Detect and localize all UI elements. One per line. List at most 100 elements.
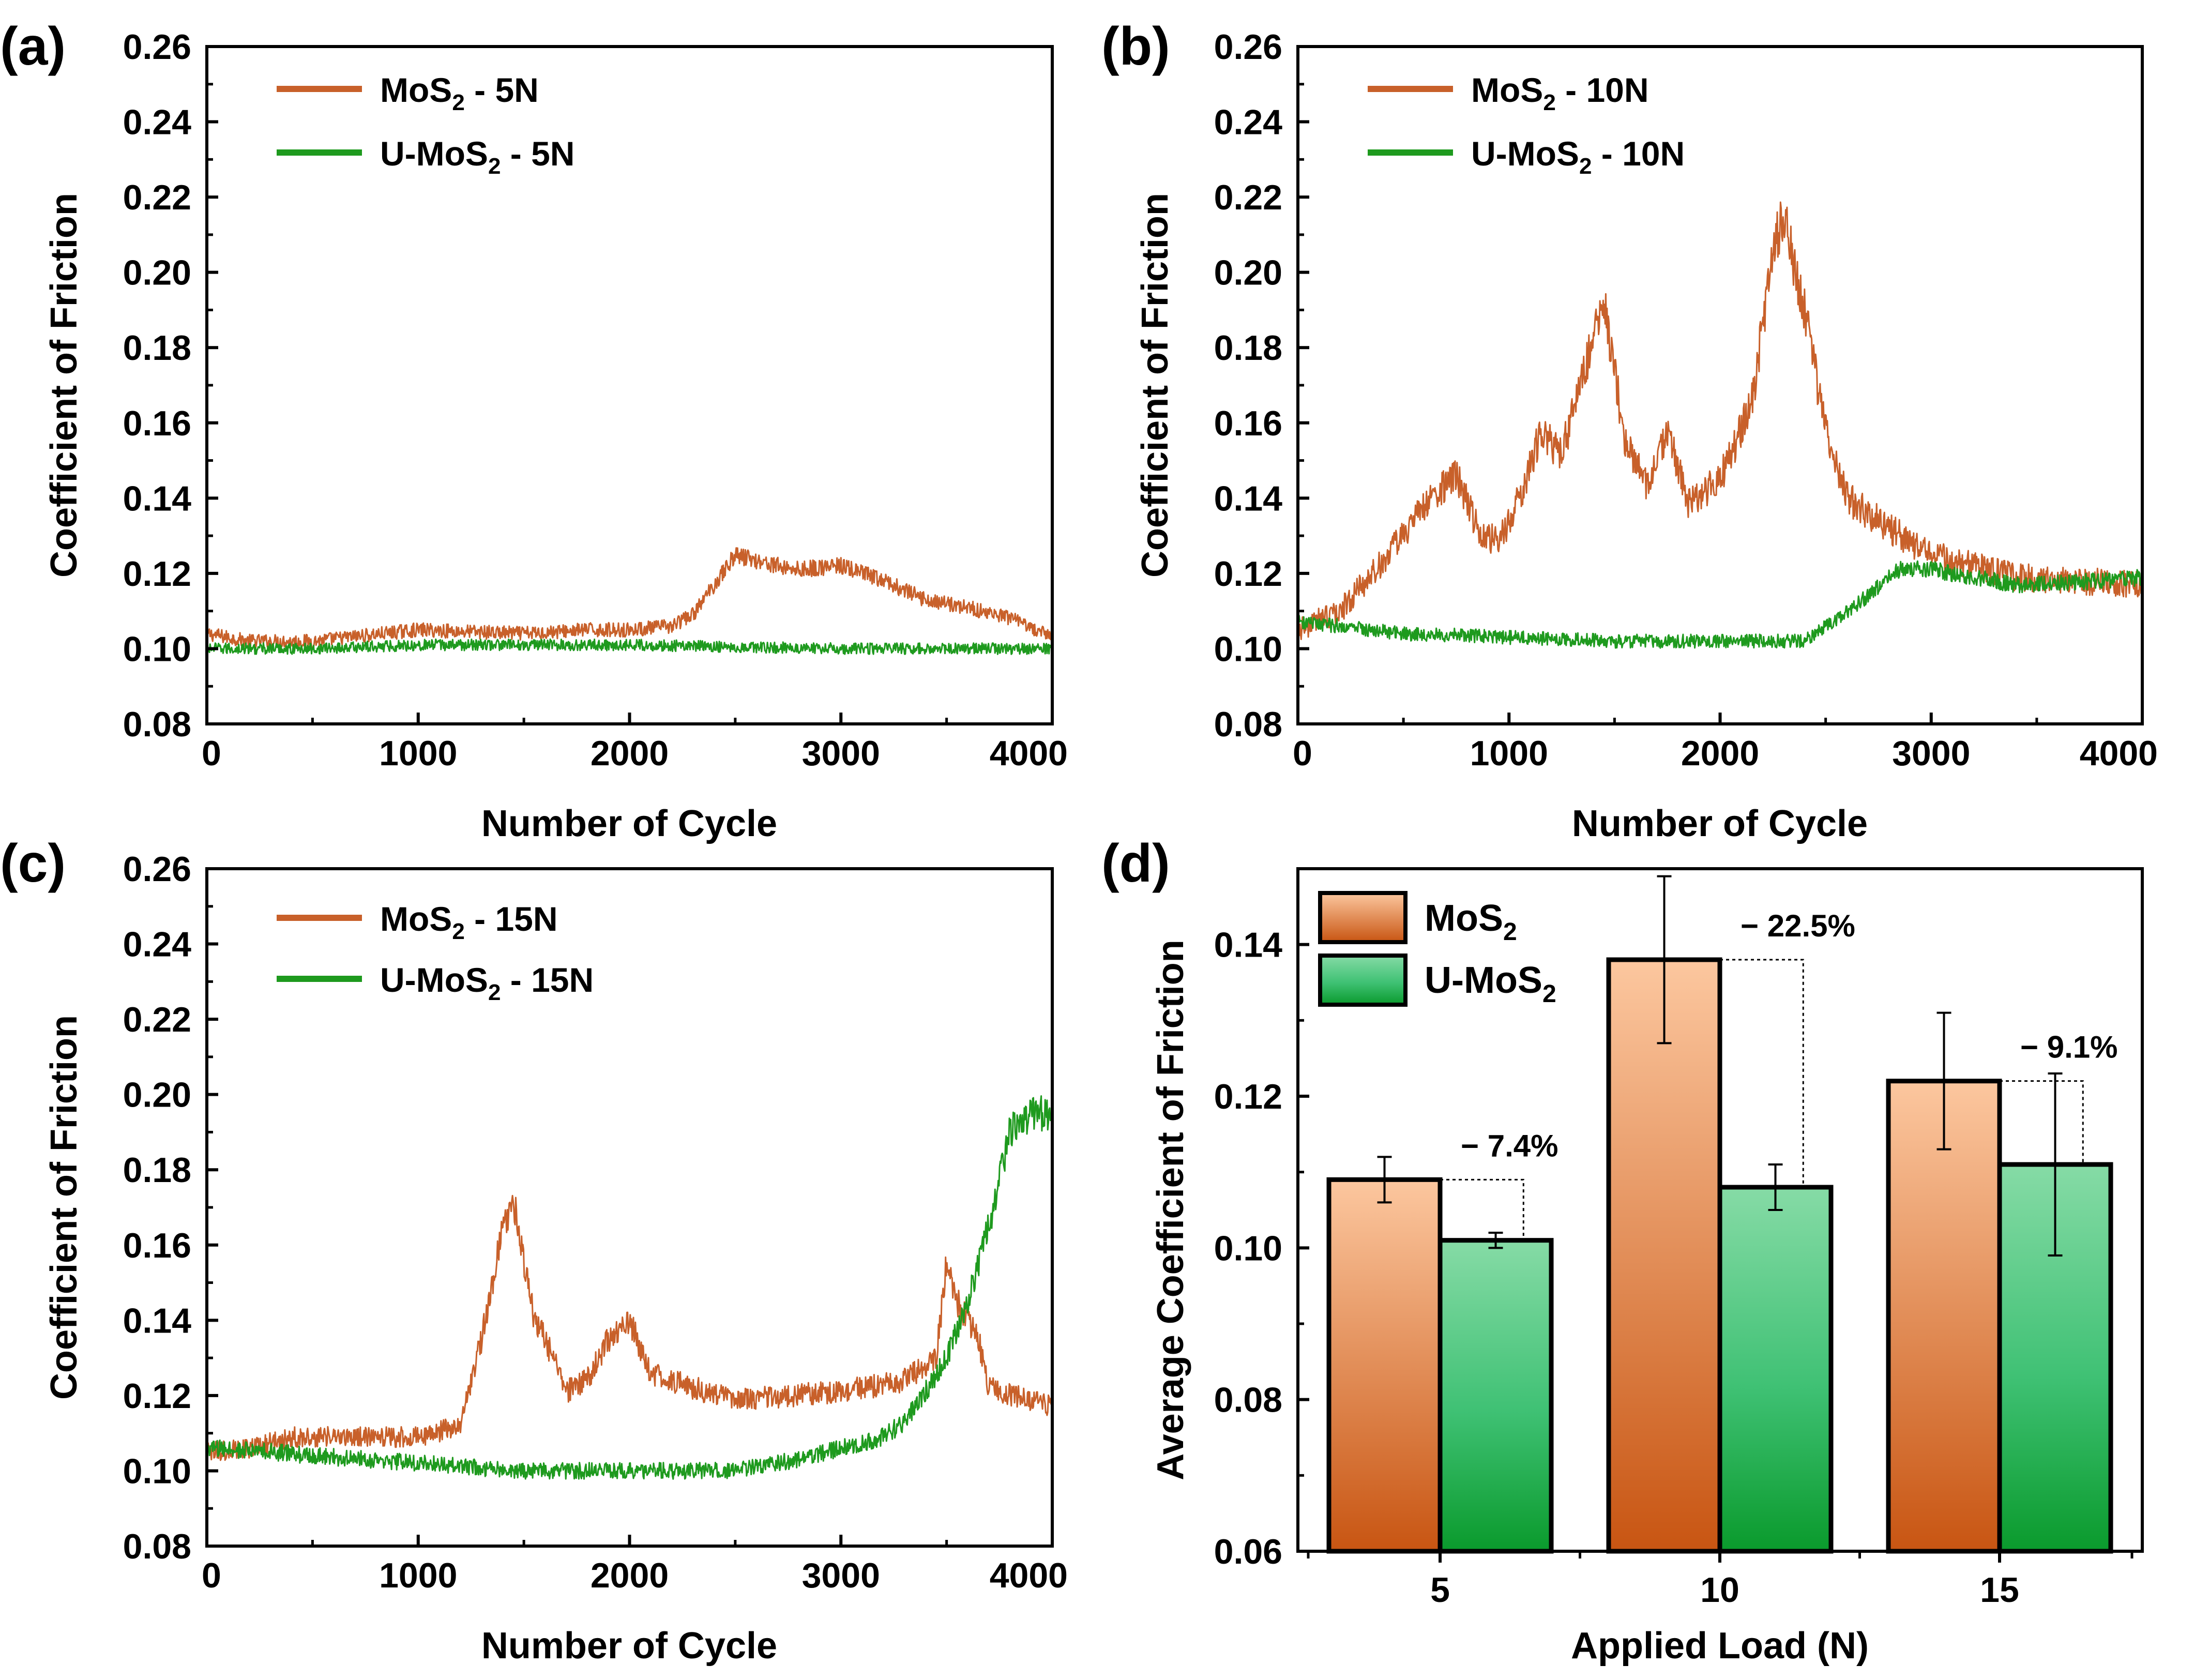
x-ticks-c: 0 1000 2000 3000 4000: [202, 1535, 1068, 1595]
y-ticks-b: 0.08 0.10 0.12 0.14 0.16 0.18 0.20 0.22 0.24 0.26: [1214, 27, 1309, 744]
reduction-bracket: [1440, 1178, 1524, 1240]
y-tick-label: 0.14: [1214, 479, 1283, 518]
y-tick-label: 0.10: [1214, 629, 1282, 669]
x-tick-label: 0: [202, 1556, 221, 1595]
x-tick-label: 4000: [2080, 734, 2158, 773]
x-axis-title-d: Applied Load (N): [1571, 1625, 1869, 1667]
legend-label-mos2-15n: MoS2 - 15N: [380, 900, 558, 944]
reduction-label: − 22.5%: [1741, 909, 1855, 943]
error-bar: [2048, 1072, 2063, 1257]
y-ticks-a: 0.08 0.10 0.12 0.14 0.16 0.18 0.20 0.22 0.24 0.26: [123, 27, 218, 744]
y-tick-label: 0.24: [1214, 103, 1283, 142]
bar-umos2-5: [1438, 1238, 1554, 1554]
y-ticks-d: 0.06 0.08 0.10 0.12 0.14: [1214, 867, 1309, 1571]
y-axis-title-b: Coefficient of Friction: [1134, 193, 1176, 578]
y-tick-label: 0.18: [123, 1151, 191, 1190]
y-tick-label: 0.08: [123, 705, 191, 744]
y-tick-label: 0.20: [1214, 253, 1282, 293]
y-tick-label: 0.12: [123, 1376, 191, 1416]
y-tick-label: 0.26: [123, 850, 191, 889]
series-line-umos2: [206, 1095, 1053, 1480]
bar-mos2-15: [1886, 1079, 2002, 1554]
legend-a: MoS2 - 5N U-MoS2 - 5N: [277, 71, 574, 179]
panel-b: (b) 0.08 0.10 0.12 0.14 0.16 0.18 0.20 0.22 0.24…: [1101, 17, 2158, 844]
legend-label-umos2-10n: U-MoS2 - 10N: [1471, 134, 1685, 179]
x-tick-label: 4000: [990, 1556, 1068, 1595]
x-ticks-d: 5 10 15: [1307, 1551, 2134, 1610]
legend-label-umos2: U-MoS2: [1425, 960, 1556, 1008]
y-tick-label: 0.22: [123, 178, 191, 217]
y-tick-label: 0.26: [123, 27, 191, 67]
legend-label-umos2-15n: U-MoS2 - 15N: [380, 961, 594, 1005]
series-line-mos2: [206, 1194, 1053, 1461]
y-tick-label: 0.16: [123, 1226, 191, 1265]
legend-label-mos2-10n: MoS2 - 10N: [1471, 71, 1649, 115]
x-tick-label: 1000: [379, 734, 457, 773]
y-tick-label: 0.16: [123, 404, 191, 443]
error-bar: [1768, 1163, 1783, 1211]
y-tick-label: 0.06: [1214, 1532, 1282, 1571]
panel-c: (c) 0.08 0.10 0.12 0.14 0.16 0.18 0.20 0.22 0.24…: [0, 834, 1068, 1667]
error-bar: [1657, 875, 1672, 1045]
x-tick-label: 15: [1980, 1570, 2019, 1610]
y-tick-label: 0.24: [123, 925, 192, 964]
panel-d: (d) − 7.4% − 22.5% − 9.1% 0.06 0.08 0.10 0.12…: [1101, 834, 2144, 1667]
panel-label-b: (b): [1101, 17, 1170, 77]
legend-b: MoS2 - 10N U-MoS2 - 10N: [1368, 71, 1685, 179]
y-ticks-c: 0.08 0.10 0.12 0.14 0.16 0.18 0.20 0.22 0.24 0.26: [123, 850, 218, 1566]
panel-label-c: (c): [0, 834, 66, 894]
reduction-label: − 7.4%: [1461, 1128, 1558, 1163]
x-ticks-a: 0 1000 2000 3000 4000: [202, 713, 1068, 773]
panel-label-a: (a): [0, 17, 66, 77]
y-tick-label: 0.14: [123, 1301, 192, 1340]
bars-d: − 7.4% − 22.5% − 9.1%: [1326, 875, 2117, 1554]
x-tick-label: 0: [202, 734, 221, 773]
x-axis-title-c: Number of Cycle: [481, 1625, 777, 1667]
plot-frame-a: [205, 45, 1054, 725]
y-axis-title-a: Coefficient of Friction: [43, 193, 85, 578]
bar-mos2-10: [1606, 957, 1722, 1554]
legend-c: MoS2 - 15N U-MoS2 - 15N: [277, 900, 594, 1005]
plot-frame-b: [1296, 45, 2144, 725]
legend-label-mos2-5n: MoS2 - 5N: [380, 71, 539, 115]
x-axis-title-b: Number of Cycle: [1572, 803, 1868, 844]
legend-d: MoS2 U-MoS2: [1318, 891, 1556, 1008]
x-tick-label: 4000: [990, 734, 1068, 773]
error-bar: [1377, 1156, 1392, 1204]
y-tick-label: 0.24: [123, 103, 192, 142]
y-tick-label: 0.10: [123, 1451, 191, 1491]
y-tick-label: 0.18: [1214, 328, 1282, 368]
y-tick-label: 0.12: [123, 554, 191, 594]
y-axis-title-c: Coefficient of Friction: [43, 1015, 85, 1400]
x-tick-label: 3000: [802, 1556, 880, 1595]
reduction-label: − 9.1%: [2020, 1030, 2117, 1065]
x-tick-label: 1000: [379, 1556, 457, 1595]
y-tick-label: 0.18: [123, 328, 191, 368]
y-tick-label: 0.20: [123, 1076, 191, 1115]
x-tick-label: 3000: [802, 734, 880, 773]
x-tick-label: 10: [1700, 1570, 1739, 1610]
y-tick-label: 0.14: [1214, 926, 1283, 965]
bar-mos2-5: [1326, 1177, 1443, 1554]
y-tick-label: 0.12: [1214, 1077, 1282, 1116]
plot-b-lines: [1297, 201, 2143, 649]
series-line-mos2: [206, 547, 1053, 649]
series-line-mos2: [1297, 201, 2143, 642]
panel-label-d: (d): [1101, 834, 1170, 894]
panel-a: (a) 0.08 0.10 0.12 0.14 0.16 0.18 0.20 0.22 0.24…: [0, 17, 1068, 844]
reduction-bracket: [2000, 1080, 2084, 1164]
y-tick-label: 0.16: [1214, 404, 1282, 443]
series-line-umos2: [1297, 560, 2143, 649]
reduction-bracket: [1720, 959, 1804, 1187]
y-tick-label: 0.10: [1214, 1229, 1282, 1268]
bar-umos2-10: [1717, 1185, 1834, 1554]
y-tick-label: 0.08: [1214, 1381, 1282, 1420]
plot-c-lines: [206, 1095, 1053, 1480]
y-axis-title-d: Average Coefficient of Friction: [1150, 940, 1191, 1480]
x-tick-label: 1000: [1470, 734, 1548, 773]
y-tick-label: 0.12: [1214, 554, 1282, 594]
error-bar: [1488, 1232, 1503, 1249]
legend-swatch-umos2-bar: [1318, 953, 1408, 1007]
x-tick-label: 5: [1430, 1570, 1450, 1610]
y-tick-label: 0.26: [1214, 27, 1282, 67]
